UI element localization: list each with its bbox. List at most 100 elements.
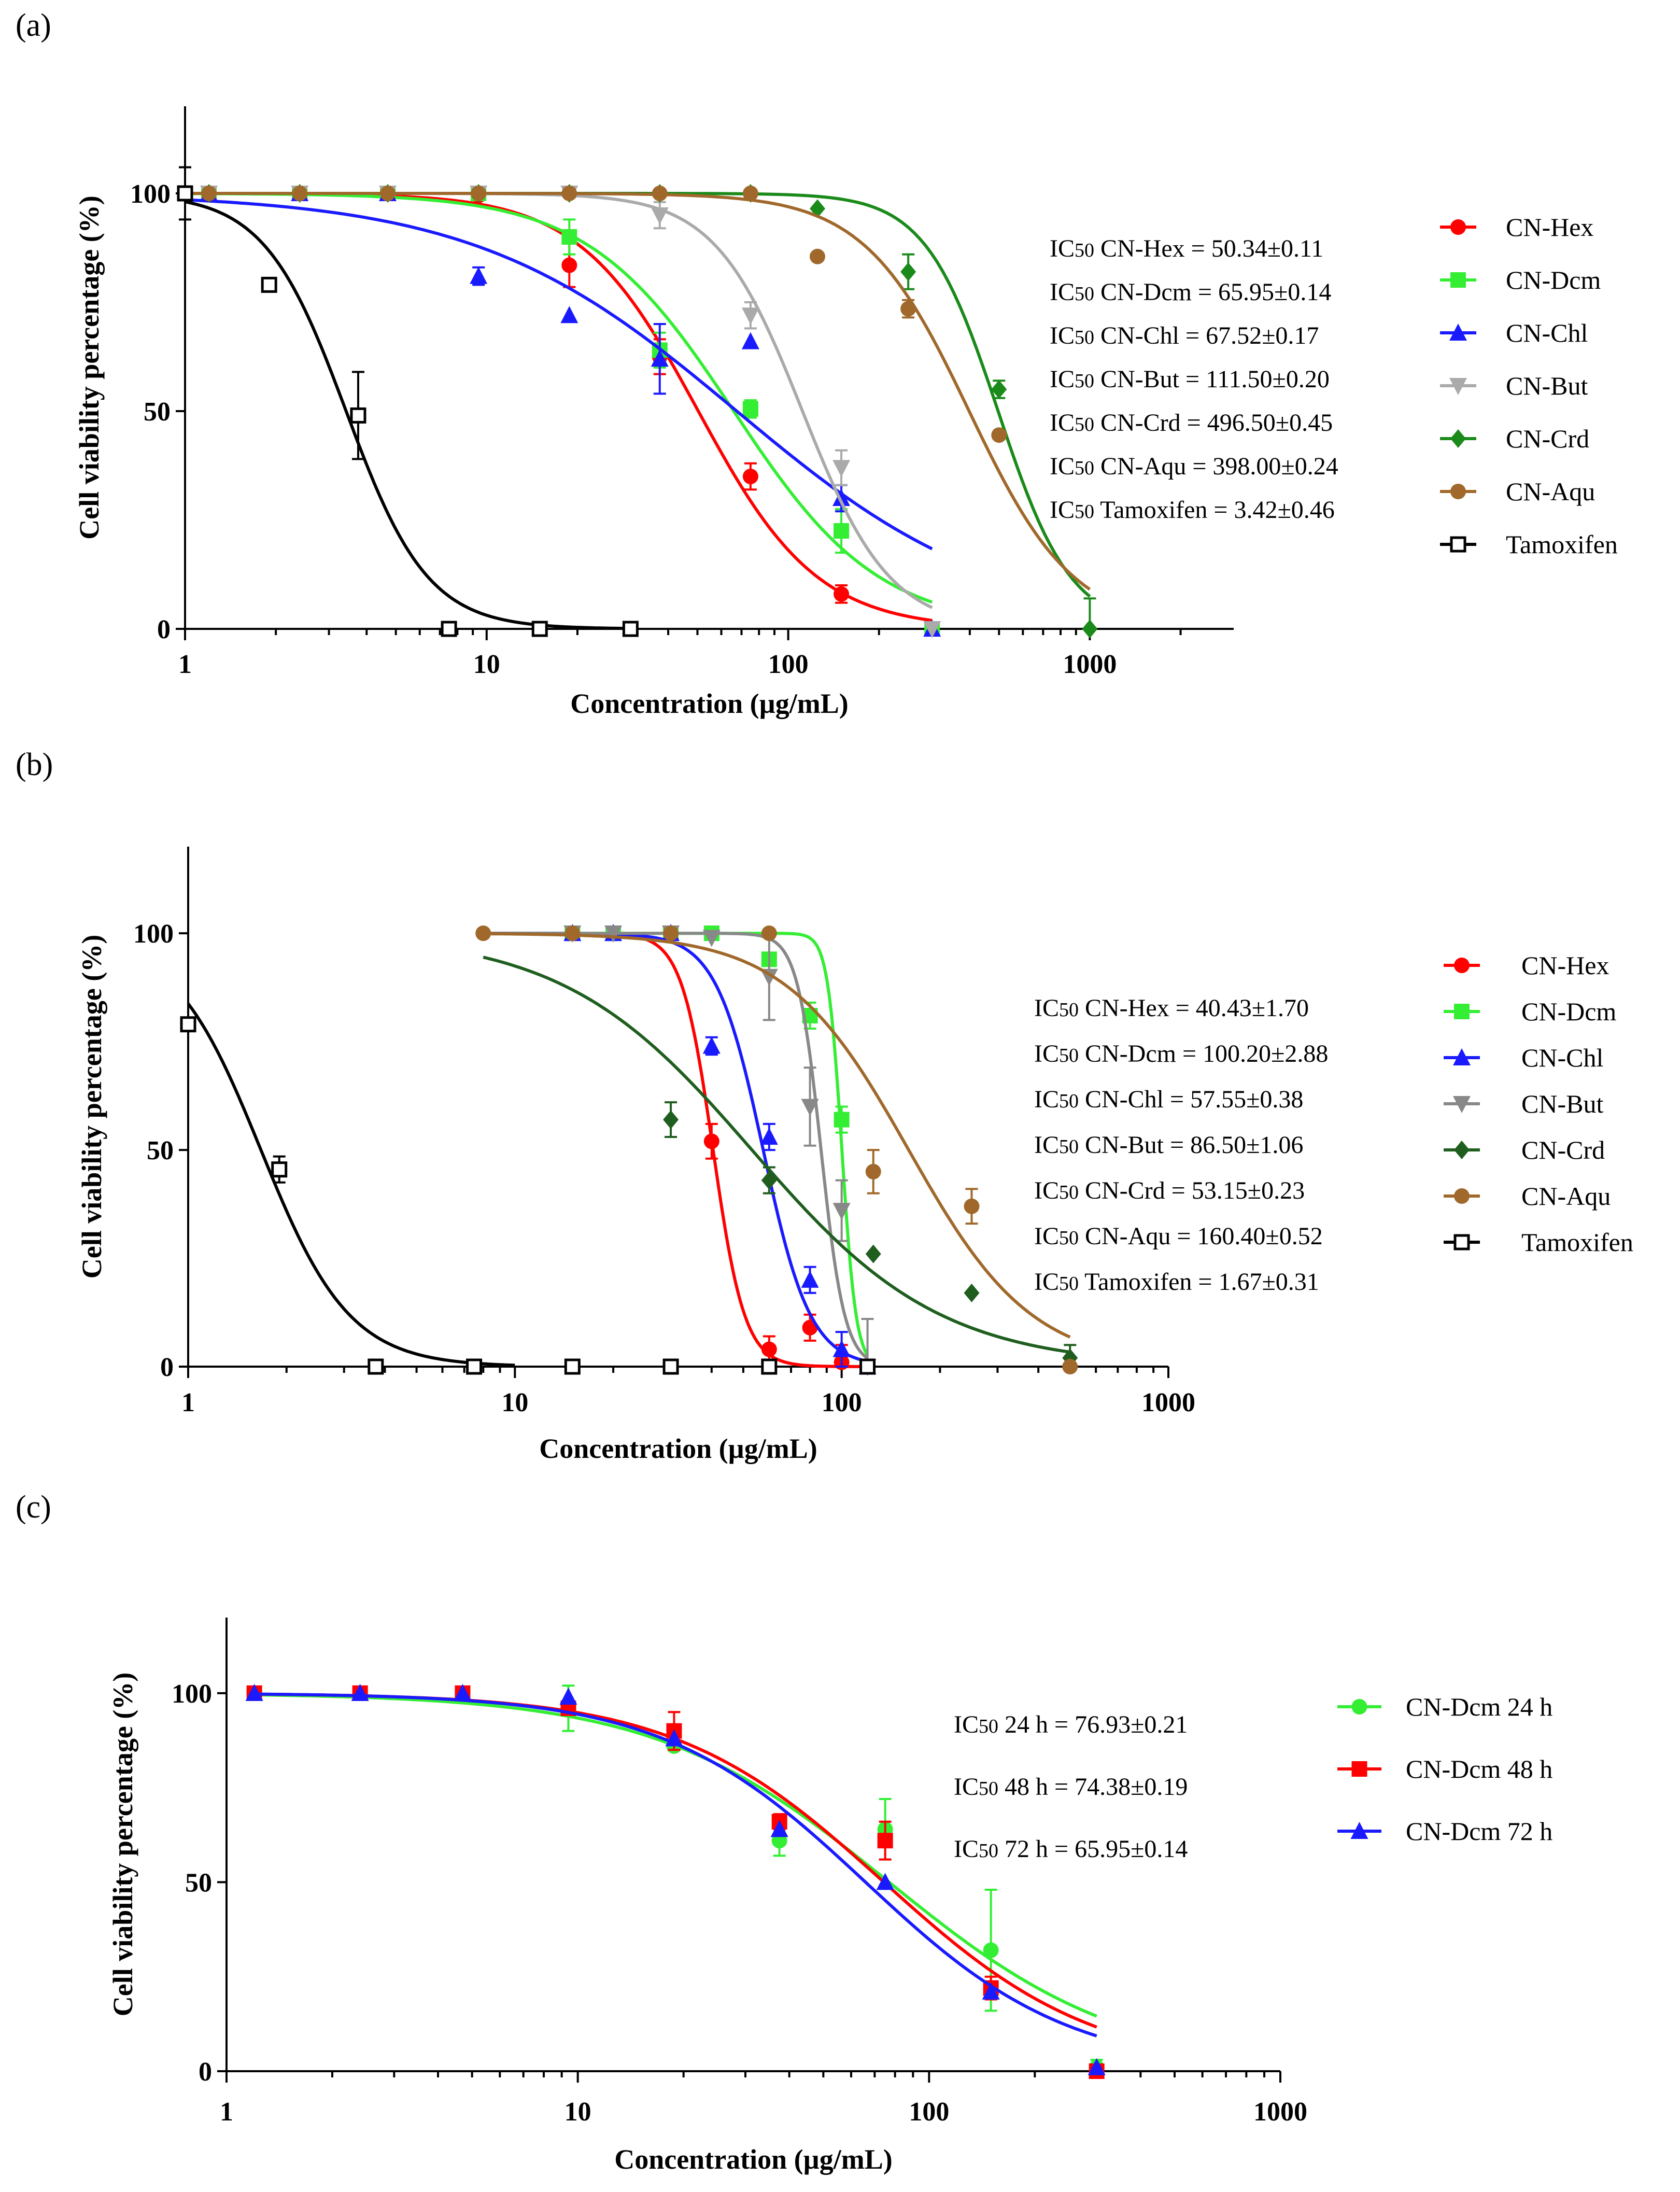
panel-a-series-cn-aqu-point — [900, 301, 916, 317]
panel-a-series-cn-hex-point — [561, 257, 577, 273]
panel-b-legend-marker — [1454, 1188, 1470, 1204]
panel-a-legend-marker — [1450, 536, 1466, 553]
panel-a-x-tick-label: 10 — [473, 650, 500, 679]
panel-b-legend-entry-cn-dcm: CN-Dcm — [1444, 997, 1616, 1026]
panel-b-legend-marker — [1454, 1141, 1470, 1159]
panel-a-legend-marker — [1450, 429, 1466, 448]
panel-b-legend-label: CN-Hex — [1521, 951, 1609, 980]
panel-c-series-cn-dcm-72-h — [245, 1683, 1106, 2075]
panel-c-series-cn-dcm-72-h-point — [876, 1873, 894, 1890]
panel-a-series-tamoxifen-point — [261, 276, 277, 293]
panel-b-legend: CN-Hex CN-Dcm CN-Chl CN-But CN-Crd CN-Aqu Tamo… — [1444, 951, 1633, 1257]
panel-a-legend-entry-cn-aqu: CN-Aqu — [1440, 477, 1595, 506]
panel-a-series-cn-chl-curve — [185, 198, 933, 551]
panel-c-x-tick-label: 1000 — [1253, 2097, 1307, 2127]
panel-a-legend-entry-cn-hex: CN-Hex — [1440, 213, 1593, 242]
panel-b-ic50-annotation: IC50 CN-Chl = 57.55±0.38 — [1034, 1086, 1303, 1113]
panel-c-series-cn-dcm-72-h-point — [665, 1729, 683, 1747]
panel-b-series-cn-but — [483, 925, 877, 1376]
panel-a-legend-label: CN-But — [1506, 371, 1588, 400]
panel-c-legend-entry-cn-dcm-72-h: CN-Dcm 72 h — [1337, 1817, 1552, 1846]
panel-b-series-cn-crd-point — [663, 1110, 679, 1129]
panel-c-legend-label: CN-Dcm 24 h — [1406, 1692, 1552, 1721]
panel-a-series-cn-crd — [185, 184, 1098, 638]
panel-c-series-cn-dcm-72-h-point — [454, 1683, 472, 1701]
panel-b-legend-label: Tamoxifen — [1521, 1228, 1633, 1257]
panel-label-a: (a) — [16, 8, 51, 43]
panel-c-legend-entry-cn-dcm-24-h: CN-Dcm 24 h — [1337, 1692, 1552, 1721]
panel-a-series-cn-dcm-point — [561, 229, 577, 245]
panel-a-series-cn-crd-curve — [185, 192, 1091, 598]
panel-a-legend-entry-cn-but: CN-But — [1440, 371, 1588, 400]
panel-a-series-tamoxifen-point — [531, 621, 548, 637]
panel-b-series-cn-chl-point — [801, 1270, 819, 1288]
panel-a-ic50-annotation: IC50 CN-Hex = 50.34±0.11 — [1050, 235, 1323, 262]
panel-c-x-tick-label: 1 — [220, 2097, 233, 2127]
panel-b-legend-marker — [1453, 1048, 1471, 1065]
panel-c-ic50-annotation: IC50 48 h = 74.38±0.19 — [954, 1773, 1188, 1801]
panel-b-x-tick-label: 1 — [181, 1388, 195, 1417]
panel-b-series-cn-chl-point — [702, 1036, 721, 1054]
panel-c-series-cn-dcm-72-h-point — [245, 1683, 263, 1701]
panel-b-series-cn-dcm-point — [834, 1112, 850, 1128]
panel-a-series-cn-but-point — [832, 460, 851, 477]
panel-a-legend-marker — [1449, 324, 1467, 341]
panel-a-ic50-annotation: IC50 CN-But = 111.50±0.20 — [1050, 366, 1330, 393]
panel-a-series-tamoxifen-point — [441, 621, 457, 637]
panel-a-legend-entry-cn-chl: CN-Chl — [1440, 318, 1588, 347]
panel-b-series-cn-hex-point — [703, 1133, 719, 1149]
panel-b-series-cn-aqu-point — [761, 925, 777, 942]
panel-a-legend-marker — [1450, 219, 1466, 235]
panel-c-y-tick-label: 50 — [185, 1868, 212, 1898]
panel-c-legend-marker — [1351, 1699, 1367, 1715]
panel-a-series-cn-but-point — [923, 621, 941, 638]
panel-c-legend-label: CN-Dcm 72 h — [1406, 1817, 1552, 1846]
panel-a-x-axis-title: Concentration (µg/mL) — [570, 688, 849, 719]
panel-b-series-cn-chl — [483, 924, 877, 1374]
panel-b-x-tick-label: 10 — [501, 1388, 528, 1417]
panel-b-ic50-annotation: IC50 CN-Crd = 53.15±0.23 — [1034, 1177, 1305, 1204]
panel-a-series-cn-chl-point — [470, 266, 488, 284]
panel-a-legend-label: Tamoxifen — [1506, 530, 1618, 559]
panel-a-ic50-annotation: IC50 CN-Chl = 67.52±0.17 — [1050, 322, 1319, 349]
panel-a-series-cn-crd-point — [900, 262, 916, 282]
panel-b-series-cn-crd-point — [761, 1171, 777, 1190]
panel-a-ic50-annotation: IC50 CN-Aqu = 398.00±0.24 — [1050, 453, 1338, 480]
panel-b-series-cn-hex-point — [761, 1341, 777, 1357]
panel-b-series-cn-hex — [483, 925, 876, 1374]
panel-a-series-tamoxifen-point — [350, 407, 366, 424]
panel-b-y-axis-title: Cell viability percentage (%) — [76, 935, 107, 1278]
panel-a-series-cn-aqu-point — [380, 186, 396, 201]
panel-a-series-cn-aqu — [185, 186, 1091, 591]
panel-b-series-cn-aqu-point — [663, 925, 679, 942]
panel-b-legend-label: CN-Chl — [1521, 1043, 1603, 1072]
panel-b-series-cn-chl-point — [760, 1128, 778, 1145]
panel-a-series-cn-aqu-point — [742, 186, 758, 201]
panel-c-series-cn-dcm-72-h-point — [770, 1820, 788, 1837]
panel-b-y-tick-label: 100 — [133, 919, 174, 949]
panel-a-series-cn-chl — [185, 184, 941, 637]
panel-c-legend: CN-Dcm 24 h CN-Dcm 48 h CN-Dcm 72 h — [1337, 1692, 1552, 1846]
panel-b-legend-entry-cn-hex: CN-Hex — [1444, 951, 1609, 980]
panel-a-series-cn-crd-point — [991, 380, 1007, 399]
panel-a-series-cn-dcm-point — [742, 401, 758, 417]
panel-b-x-axis-title: Concentration (µg/mL) — [539, 1433, 817, 1464]
panel-a-series-cn-aqu-point — [292, 186, 308, 201]
panel-a-series-cn-chl-point — [741, 332, 759, 349]
panel-a-y-tick-label: 100 — [130, 179, 171, 209]
panel-b-series-tamoxifen-point — [859, 1358, 876, 1375]
panel-b-y-tick-label: 0 — [160, 1353, 174, 1382]
panel-a-y-tick-label: 50 — [144, 397, 171, 427]
panel-c-legend-marker — [1351, 1761, 1367, 1777]
panel-b-series-cn-aqu-point — [865, 1163, 881, 1179]
panel-a-series-cn-aqu-curve — [185, 192, 1091, 591]
panel-b-legend-marker — [1454, 1004, 1470, 1019]
panel-a-series-cn-chl-point — [651, 349, 669, 367]
panel-b-series-cn-crd-point — [964, 1283, 980, 1302]
panel-c-x-axis-title: Concentration (µg/mL) — [614, 2144, 893, 2175]
panel-a-ic50-annotation: IC50 CN-Crd = 496.50±0.45 — [1050, 409, 1333, 437]
panel-a-legend-entry-tamoxifen: Tamoxifen — [1440, 530, 1618, 559]
panel-b-series-cn-but-point — [604, 925, 623, 943]
panel-b-legend-entry-cn-chl: CN-Chl — [1444, 1043, 1603, 1072]
panel-b-series-cn-but-point — [801, 1099, 819, 1116]
